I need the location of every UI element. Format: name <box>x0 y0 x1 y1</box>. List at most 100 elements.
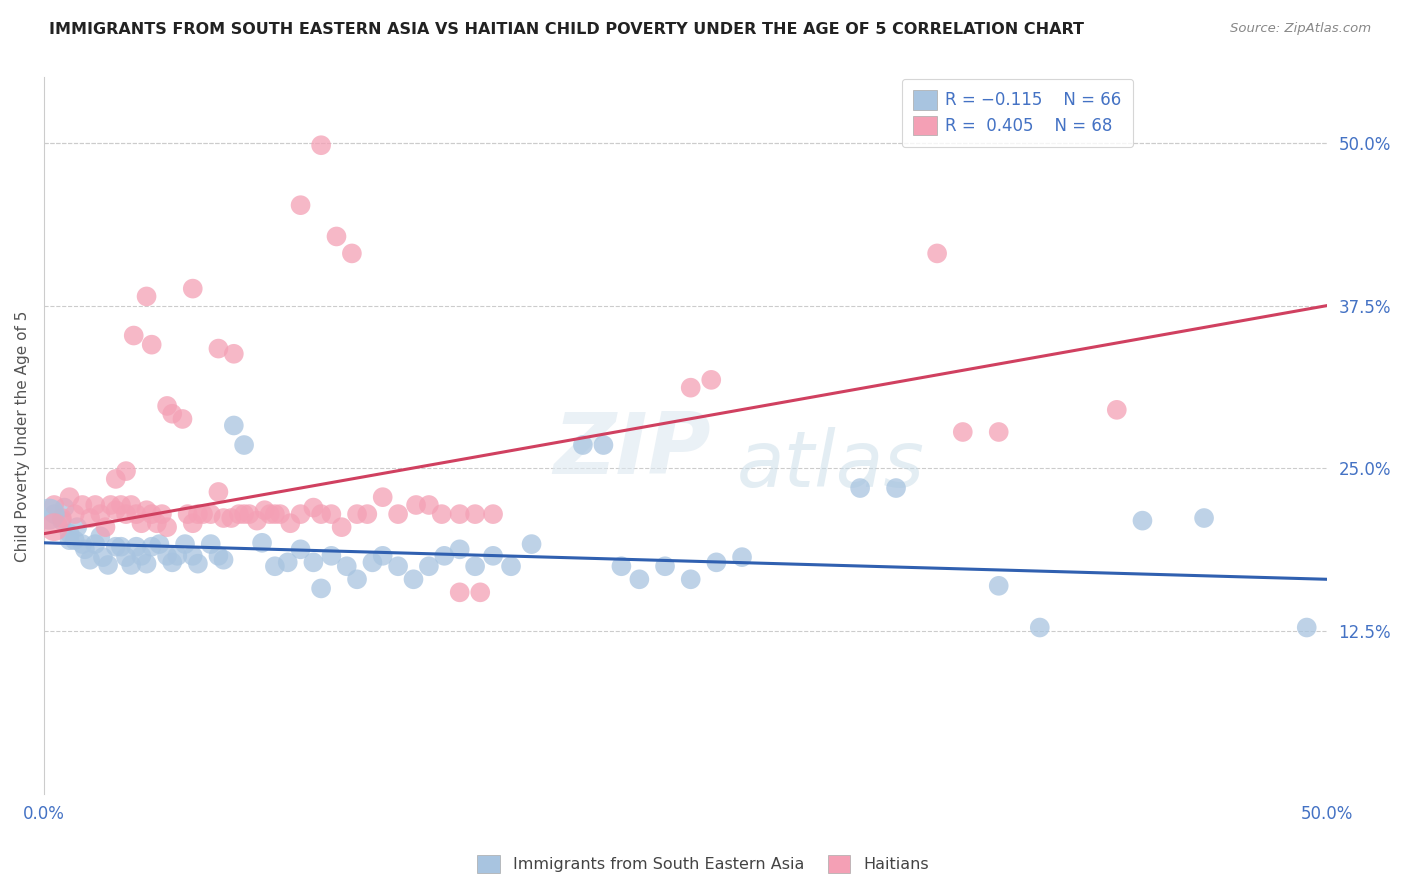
Point <box>309 582 332 596</box>
Point <box>346 572 368 586</box>
Point <box>361 555 384 569</box>
Point <box>952 425 974 439</box>
Point <box>222 347 245 361</box>
Point <box>1105 402 1128 417</box>
Point <box>356 507 378 521</box>
Point <box>402 572 425 586</box>
Point <box>94 520 117 534</box>
Point <box>73 542 96 557</box>
Point <box>187 557 209 571</box>
Point <box>135 503 157 517</box>
Point <box>430 507 453 521</box>
Point <box>1295 620 1317 634</box>
Point <box>387 507 409 521</box>
Point <box>166 549 188 563</box>
Point <box>987 579 1010 593</box>
Point <box>135 289 157 303</box>
Point <box>44 520 66 534</box>
Point <box>290 198 312 212</box>
Point <box>38 507 60 521</box>
Point <box>499 559 522 574</box>
Point <box>309 138 332 153</box>
Point <box>233 507 256 521</box>
Point <box>849 481 872 495</box>
Point <box>110 540 132 554</box>
Point <box>115 550 138 565</box>
Point <box>97 558 120 572</box>
Point <box>987 425 1010 439</box>
Point <box>51 511 73 525</box>
Point <box>200 537 222 551</box>
Point <box>884 481 907 495</box>
Point <box>191 507 214 521</box>
Point <box>187 507 209 521</box>
Point <box>336 559 359 574</box>
Point <box>104 472 127 486</box>
Point <box>387 559 409 574</box>
Point <box>330 520 353 534</box>
Point <box>1029 620 1052 634</box>
Point <box>44 498 66 512</box>
Point <box>125 540 148 554</box>
Point <box>122 328 145 343</box>
Point <box>228 507 250 521</box>
Point <box>174 537 197 551</box>
Point <box>176 507 198 521</box>
Point <box>405 498 427 512</box>
Point <box>146 516 169 531</box>
Point <box>654 559 676 574</box>
Legend: Immigrants from South Eastern Asia, Haitians: Immigrants from South Eastern Asia, Hait… <box>471 848 935 880</box>
Text: IMMIGRANTS FROM SOUTH EASTERN ASIA VS HAITIAN CHILD POVERTY UNDER THE AGE OF 5 C: IMMIGRANTS FROM SOUTH EASTERN ASIA VS HA… <box>49 22 1084 37</box>
Point <box>91 550 114 565</box>
Point <box>449 542 471 557</box>
Point <box>321 549 343 563</box>
Point <box>219 511 242 525</box>
Point <box>72 537 94 551</box>
Point <box>572 438 595 452</box>
Point <box>371 549 394 563</box>
Point <box>110 498 132 512</box>
Point <box>200 507 222 521</box>
Point <box>418 559 440 574</box>
Point <box>125 507 148 521</box>
Point <box>238 507 260 521</box>
Point <box>79 553 101 567</box>
Point <box>482 549 505 563</box>
Point <box>120 558 142 572</box>
Point <box>181 282 204 296</box>
Point <box>1132 514 1154 528</box>
Point <box>302 500 325 515</box>
Point <box>89 507 111 521</box>
Point <box>592 438 614 452</box>
Point <box>115 464 138 478</box>
Point <box>269 507 291 521</box>
Point <box>290 542 312 557</box>
Point <box>181 549 204 563</box>
Point <box>482 507 505 521</box>
Point <box>89 529 111 543</box>
Point <box>449 585 471 599</box>
Point <box>58 526 80 541</box>
Point <box>418 498 440 512</box>
Point <box>141 507 163 521</box>
Point <box>51 514 73 528</box>
Point <box>433 549 456 563</box>
Point <box>100 498 122 512</box>
Point <box>325 229 347 244</box>
Point <box>222 418 245 433</box>
Point <box>160 555 183 569</box>
Point <box>156 399 179 413</box>
Point <box>120 498 142 512</box>
Point <box>706 555 728 569</box>
Point <box>104 503 127 517</box>
Point <box>141 540 163 554</box>
Point <box>63 507 86 521</box>
Point <box>131 549 153 563</box>
Point <box>278 516 301 531</box>
Point <box>172 412 194 426</box>
Point <box>464 559 486 574</box>
Point <box>927 246 949 260</box>
Point <box>160 407 183 421</box>
Point <box>610 559 633 574</box>
Point <box>679 572 702 586</box>
